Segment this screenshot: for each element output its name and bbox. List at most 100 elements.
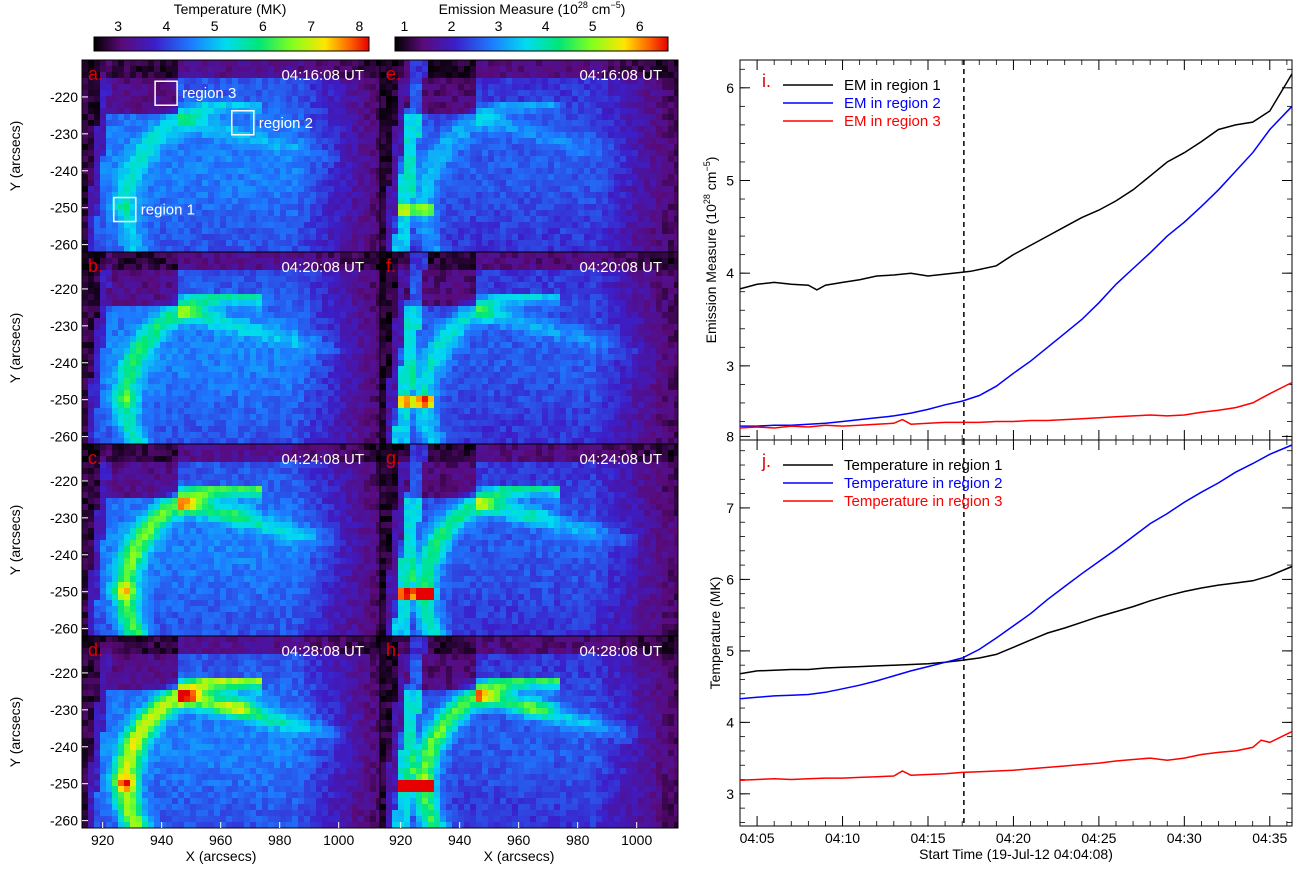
- xtick-label: 04:30: [1167, 830, 1202, 846]
- map-panel: g. 04:24:08 UT: [379, 443, 679, 637]
- map-panel: d. 04:28:08 UT -220 -230 -240 -250 -260 Y (arcs…: [7, 635, 381, 864]
- map-panel: f. 04:20:08 UT: [379, 251, 679, 445]
- legend-label: Temperature in region 1: [844, 457, 1002, 474]
- map-xtick-label: 940: [448, 832, 472, 848]
- map-xlabel: X (arcsecs): [186, 848, 257, 864]
- map-ylabel: Y (arcsecs): [7, 313, 23, 384]
- xtick-label: 04:20: [996, 830, 1031, 846]
- map-ytick-label: -260: [50, 621, 78, 637]
- map-image: [82, 444, 380, 636]
- map-xtick-label: 960: [507, 832, 531, 848]
- map-ytick-label: -240: [50, 547, 78, 563]
- plot-frame: [739, 59, 1293, 441]
- colorbar-tick-label: 8: [355, 18, 363, 34]
- region-label: region 1: [141, 202, 195, 219]
- map-xtick-label: 980: [566, 832, 590, 848]
- series-line: [739, 730, 1293, 782]
- map-image: [380, 636, 678, 828]
- panel-letter: j.: [761, 451, 771, 471]
- panel-letter: f.: [386, 256, 396, 276]
- emission-colorbar-label: Emission Measure (1028 cm−5): [439, 0, 626, 17]
- temperature-colorbar-bar: [93, 36, 370, 52]
- panel-time: 04:16:08 UT: [281, 67, 364, 84]
- series-line: [739, 565, 1293, 675]
- colorbar-tick-label: 6: [636, 18, 644, 34]
- map-image: [82, 636, 380, 828]
- map-ytick-label: -240: [50, 739, 78, 755]
- colorbar-tick-label: 2: [448, 18, 456, 34]
- plot-frame: [739, 439, 1293, 827]
- series-line: [740, 105, 1293, 427]
- xtick-label: 04:10: [825, 830, 860, 846]
- map-panels: a. 04:16:08 UT -220 -230 -240 -250 -260 Y (arcs…: [7, 59, 679, 864]
- map-image: [380, 252, 678, 444]
- temperature-colorbar: Temperature (MK) 3 4 5 6 7 8: [93, 1, 370, 52]
- temperature-ylabel: Temperature (MK): [707, 577, 723, 690]
- map-ytick-label: -240: [50, 355, 78, 371]
- ytick-label: 3: [726, 358, 734, 374]
- map-ytick-label: -230: [50, 702, 78, 718]
- colorbar-tick-label: 5: [589, 18, 597, 34]
- panel-time: 04:16:08 UT: [579, 67, 662, 84]
- map-ytick-label: -260: [50, 813, 78, 829]
- map-ytick-label: -220: [50, 665, 78, 681]
- map-xtick-label: 1000: [323, 832, 354, 848]
- map-ytick-label: -260: [50, 429, 78, 445]
- region-label: region 3: [182, 85, 236, 102]
- map-panel: h. 04:28:08 UT 920 940 960 980 1000 X (arcsecs): [379, 635, 679, 864]
- panel-time: 04:24:08 UT: [579, 451, 662, 468]
- em-plot: 3 4 5 6 EM in region 1EM in region 2EM in re…: [702, 59, 1293, 441]
- xtick-label: 04:05: [740, 830, 775, 846]
- map-xtick-label: 920: [91, 832, 115, 848]
- legend-label: EM in region 2: [844, 95, 941, 112]
- map-xtick-label: 920: [389, 832, 413, 848]
- emission-colorbar: Emission Measure (1028 cm−5) 1 2 3 4 5 6: [394, 0, 669, 52]
- colorbar-tick-label: 6: [259, 18, 267, 34]
- legend-label: Temperature in region 2: [844, 475, 1002, 492]
- panel-letter: e.: [386, 64, 401, 84]
- panel-letter: b.: [88, 256, 103, 276]
- ytick-label: 5: [726, 172, 734, 188]
- map-ytick-label: -250: [50, 776, 78, 792]
- colorbar-tick-label: 4: [162, 18, 170, 34]
- panel-time: 04:20:08 UT: [579, 259, 662, 276]
- panel-time: 04:28:08 UT: [579, 643, 662, 660]
- temperature-colorbar-label: Temperature (MK): [174, 1, 287, 17]
- xtick-label: 04:15: [910, 830, 945, 846]
- legend-label: Temperature in region 3: [844, 493, 1002, 510]
- panel-letter: c.: [88, 448, 102, 468]
- ytick-label: 3: [726, 786, 734, 802]
- map-ytick-label: -230: [50, 510, 78, 526]
- ytick-label: 6: [726, 80, 734, 96]
- colorbar-tick-label: 3: [495, 18, 503, 34]
- xtick-label: 04:35: [1252, 830, 1287, 846]
- series-line: [739, 444, 1293, 700]
- map-image: [82, 252, 380, 444]
- region-box: [231, 110, 255, 136]
- emission-colorbar-bar: [394, 36, 669, 52]
- legend-label: EM in region 1: [844, 77, 941, 94]
- map-ytick-label: -230: [50, 126, 78, 142]
- map-ytick-label: -250: [50, 200, 78, 216]
- map-xlabel: X (arcsecs): [484, 848, 555, 864]
- panel-time: 04:24:08 UT: [281, 451, 364, 468]
- series-line: [739, 381, 1293, 429]
- xtick-label: 04:25: [1081, 830, 1116, 846]
- time-xlabel: Start Time (19-Jul-12 04:04:08): [919, 846, 1113, 862]
- panel-letter: g.: [386, 448, 401, 468]
- panel-letter: i.: [762, 71, 771, 91]
- map-ytick-label: -220: [50, 281, 78, 297]
- map-ytick-label: -240: [50, 163, 78, 179]
- region-label: region 2: [259, 115, 313, 132]
- region-box: [154, 80, 178, 106]
- map-image: [380, 444, 678, 636]
- map-ytick-label: -260: [50, 237, 78, 253]
- ytick-label: 4: [726, 265, 734, 281]
- colorbar-tick-label: 7: [307, 18, 315, 34]
- map-panel: c. 04:24:08 UT -220 -230 -240 -250 -260 Y (arcs…: [7, 443, 381, 637]
- line-plots: 3 4 5 6 EM in region 1EM in region 2EM in re…: [702, 59, 1293, 862]
- colorbar-tick-label: 3: [114, 18, 122, 34]
- map-ytick-label: -220: [50, 89, 78, 105]
- map-ytick-label: -220: [50, 473, 78, 489]
- map-xtick-label: 1000: [621, 832, 652, 848]
